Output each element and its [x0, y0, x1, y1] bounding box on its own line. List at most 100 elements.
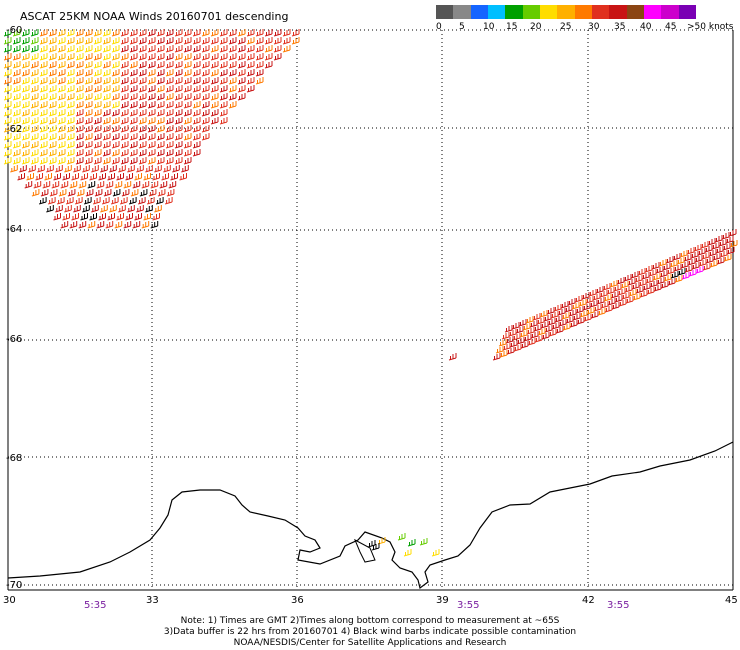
- wind-barb: [174, 149, 183, 157]
- wind-barb: [71, 173, 79, 181]
- wind-barb: [715, 246, 724, 254]
- wind-barb: [676, 257, 685, 265]
- wind-barb: [129, 69, 138, 77]
- wind-barb: [93, 37, 102, 45]
- wind-barb: [12, 125, 21, 133]
- wind-barb: [156, 149, 165, 157]
- wind-barb: [726, 247, 735, 255]
- wind-barb: [30, 109, 39, 117]
- wind-barb: [62, 213, 70, 221]
- wind-barb: [147, 77, 156, 85]
- wind-barb: [84, 53, 93, 61]
- wind-barb: [66, 37, 75, 45]
- wind-barb: [138, 93, 147, 101]
- wind-barb: [38, 197, 47, 205]
- wind-barb: [21, 37, 30, 45]
- wind-barb: [729, 240, 738, 248]
- wind-barb: [183, 101, 192, 109]
- wind-barb: [91, 165, 99, 173]
- wind-barb: [499, 350, 508, 358]
- wind-barb: [255, 61, 264, 69]
- wind-barb: [120, 29, 129, 37]
- wind-barb: [145, 165, 153, 173]
- wind-barb: [3, 133, 12, 141]
- wind-barb: [39, 61, 48, 69]
- wind-barb: [237, 77, 246, 85]
- wind-barb: [93, 53, 102, 61]
- legend-swatch: [453, 5, 472, 19]
- wind-barb: [228, 93, 237, 101]
- wind-barb: [147, 101, 156, 109]
- wind-barb: [30, 85, 39, 93]
- legend-swatch: [488, 5, 506, 19]
- wind-barb: [192, 37, 201, 45]
- wind-barb: [3, 125, 12, 133]
- wind-barb: [118, 165, 126, 173]
- lon-label: 39: [436, 595, 449, 606]
- wind-barb: [590, 311, 599, 319]
- wind-barb: [138, 53, 147, 61]
- wind-barb: [540, 321, 549, 329]
- wind-barb: [146, 197, 155, 205]
- wind-barb: [575, 306, 584, 314]
- wind-barb: [57, 53, 66, 61]
- wind-barb: [102, 141, 111, 149]
- wind-barb: [174, 77, 183, 85]
- wind-barb: [634, 275, 643, 283]
- wind-barb: [613, 284, 622, 292]
- wind-barb: [12, 149, 21, 157]
- wind-barb: [246, 37, 255, 45]
- wind-barb: [109, 205, 117, 213]
- wind-barb: [505, 336, 514, 344]
- legend-tick-label: 20: [530, 22, 542, 32]
- wind-barb: [707, 238, 716, 246]
- pass-time: 5:35: [84, 600, 107, 611]
- wind-barb: [111, 157, 120, 165]
- wind-barb: [56, 197, 65, 205]
- wind-barb: [623, 274, 632, 282]
- wind-barb: [12, 93, 21, 101]
- wind-barb: [138, 45, 147, 53]
- wind-barb: [39, 141, 48, 149]
- wind-barb: [174, 141, 183, 149]
- wind-barb: [48, 77, 57, 85]
- wind-barb: [588, 289, 597, 297]
- wind-barb: [84, 125, 93, 133]
- wind-barb: [48, 69, 57, 77]
- wind-barb: [120, 61, 129, 69]
- wind-barb: [660, 281, 669, 289]
- wind-barb: [134, 213, 142, 221]
- wind-barb: [264, 45, 273, 53]
- wind-barb: [98, 173, 106, 181]
- wind-barb: [174, 37, 183, 45]
- wind-barb: [107, 173, 115, 181]
- wind-barb: [12, 101, 21, 109]
- map-title: ASCAT 25KM NOAA Winds 20160701 descendin…: [20, 10, 289, 23]
- wind-barb: [48, 149, 57, 157]
- wind-barb: [84, 117, 93, 125]
- wind-barb: [21, 125, 30, 133]
- wind-barb: [75, 85, 84, 93]
- wind-barb: [111, 109, 120, 117]
- wind-barb: [544, 325, 553, 333]
- wind-barb: [78, 181, 87, 189]
- legend-swatch: [505, 5, 524, 19]
- coastline: [7, 441, 734, 590]
- wind-barb: [92, 197, 101, 205]
- wind-barb: [111, 37, 120, 45]
- wind-barb: [75, 77, 84, 85]
- wind-barb: [165, 157, 174, 165]
- wind-barb: [161, 173, 169, 181]
- wind-barb: [21, 93, 30, 101]
- wind-barb: [66, 85, 75, 93]
- wind-barb: [93, 85, 102, 93]
- wind-barb: [166, 189, 175, 197]
- wind-barb: [33, 181, 42, 189]
- wind-barb: [138, 109, 147, 117]
- wind-barb: [397, 533, 406, 541]
- wind-barb: [532, 313, 541, 321]
- wind-barb: [646, 287, 655, 295]
- wind-barb: [603, 294, 612, 302]
- wind-barb: [147, 93, 156, 101]
- wind-barb: [93, 77, 102, 85]
